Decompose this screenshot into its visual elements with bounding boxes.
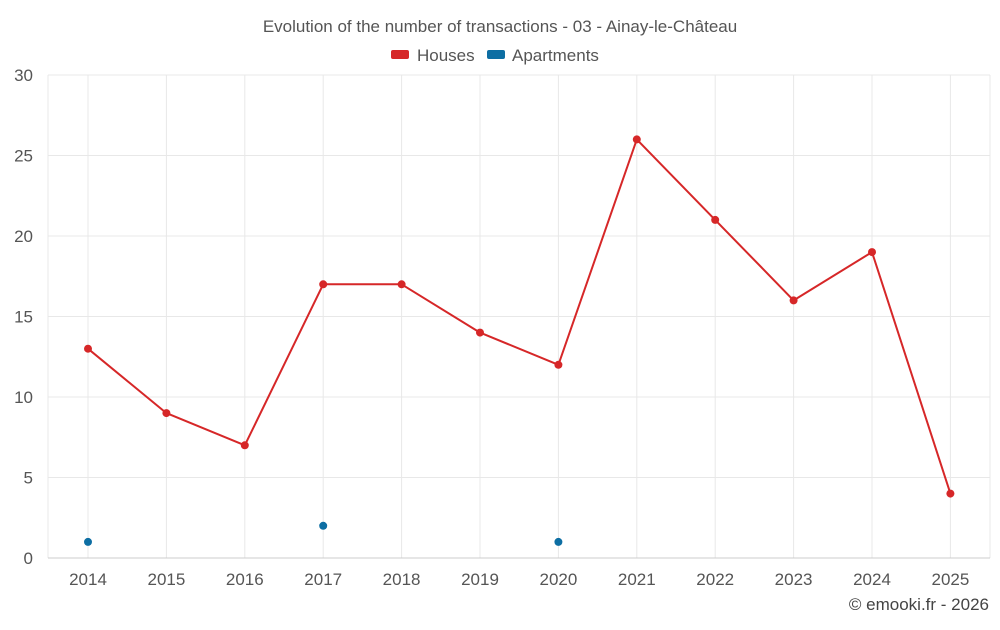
data-point-houses[interactable] — [946, 489, 955, 498]
legend-swatch-apartments — [487, 50, 505, 59]
legend-label-houses: Houses — [417, 46, 475, 65]
data-point-houses[interactable] — [711, 215, 720, 224]
y-tick-label: 20 — [14, 227, 33, 246]
x-tick-label: 2017 — [304, 570, 342, 589]
data-point-houses[interactable] — [554, 360, 563, 369]
y-tick-label: 30 — [14, 66, 33, 85]
data-point-apartments[interactable] — [554, 537, 563, 546]
x-tick-label: 2015 — [147, 570, 185, 589]
data-point-apartments[interactable] — [319, 521, 328, 530]
y-tick-label: 15 — [14, 308, 33, 327]
data-point-apartments[interactable] — [84, 537, 92, 546]
series-houses — [84, 135, 955, 498]
y-tick-label: 0 — [24, 549, 33, 568]
grid-lines — [48, 74, 990, 558]
data-point-houses[interactable] — [632, 135, 641, 144]
series-line-houses — [87, 138, 952, 494]
chart-legend: Houses Apartments — [391, 46, 599, 65]
x-tick-label: 2021 — [618, 570, 656, 589]
legend-label-apartments: Apartments — [512, 46, 599, 65]
data-point-houses[interactable] — [397, 280, 406, 289]
legend-item-apartments[interactable]: Apartments — [487, 46, 599, 65]
x-tick-label: 2025 — [931, 570, 969, 589]
data-point-houses[interactable] — [319, 280, 328, 289]
data-point-houses[interactable] — [84, 344, 92, 353]
data-point-houses[interactable] — [789, 296, 798, 305]
data-point-houses[interactable] — [868, 248, 876, 257]
data-point-houses[interactable] — [162, 409, 171, 418]
data-point-houses[interactable] — [476, 328, 484, 337]
credit-text: © emooki.fr - 2026 — [849, 595, 989, 614]
y-tick-label: 25 — [14, 147, 33, 166]
x-tick-label: 2023 — [775, 570, 813, 589]
x-tick-label: 2024 — [853, 570, 891, 589]
legend-swatch-houses — [391, 50, 409, 59]
data-point-houses[interactable] — [240, 441, 249, 450]
y-tick-label: 5 — [24, 469, 33, 488]
x-tick-label: 2020 — [539, 570, 577, 589]
series-layer — [84, 135, 955, 546]
x-tick-label: 2019 — [461, 570, 499, 589]
x-tick-label: 2018 — [383, 570, 421, 589]
series-apartments — [84, 521, 563, 546]
legend-item-houses[interactable]: Houses — [391, 46, 475, 65]
x-tick-label: 2016 — [226, 570, 264, 589]
x-tick-label: 2022 — [696, 570, 734, 589]
y-tick-label: 10 — [14, 388, 33, 407]
x-tick-label: 2014 — [69, 570, 107, 589]
chart-title: Evolution of the number of transactions … — [263, 17, 737, 36]
